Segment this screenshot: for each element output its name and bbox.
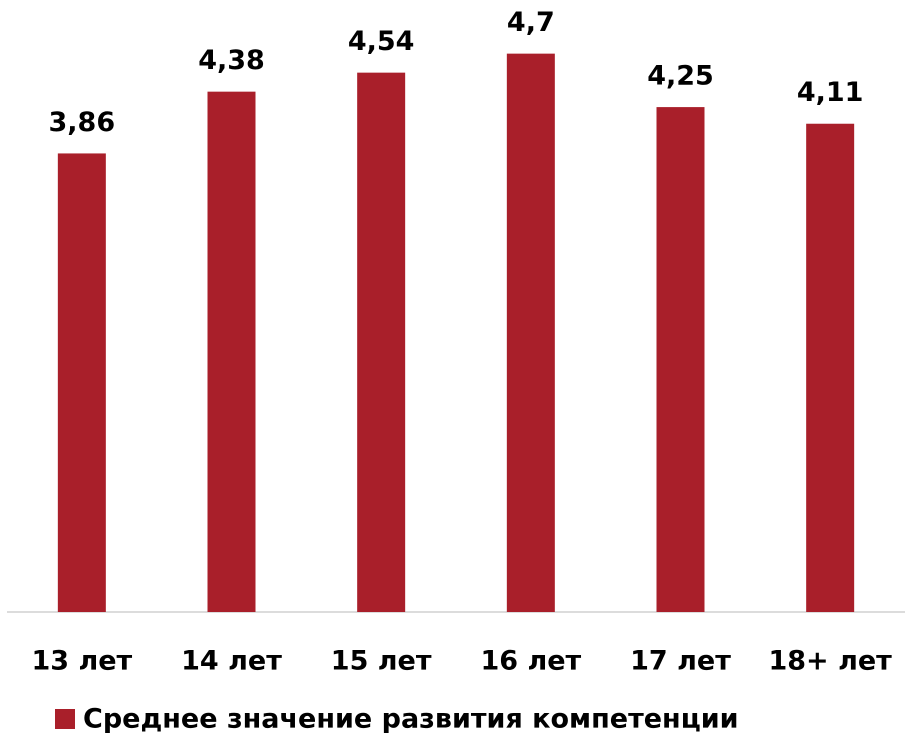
bar: [57, 153, 106, 612]
x-tick-label: 13 лет: [31, 646, 132, 677]
data-label: 3,86: [49, 107, 116, 138]
data-label: 4,7: [507, 7, 555, 38]
x-tick-label: 18+ лет: [768, 646, 892, 677]
data-label: 4,25: [647, 61, 714, 92]
legend-swatch: [55, 709, 75, 729]
bar: [357, 72, 406, 612]
data-label: 4,54: [348, 26, 415, 57]
bar: [656, 107, 705, 612]
bar: [806, 123, 855, 613]
legend-label: Среднее значение развития компетенции: [83, 704, 739, 733]
x-tick-label: 16 лет: [480, 646, 581, 677]
x-tick-label: 17 лет: [630, 646, 731, 677]
x-tick-label: 14 лет: [181, 646, 282, 677]
bar: [207, 91, 256, 612]
x-tick-label: 15 лет: [331, 646, 432, 677]
bar: [506, 53, 555, 612]
data-label: 4,38: [198, 45, 265, 76]
data-label: 4,11: [797, 77, 864, 108]
